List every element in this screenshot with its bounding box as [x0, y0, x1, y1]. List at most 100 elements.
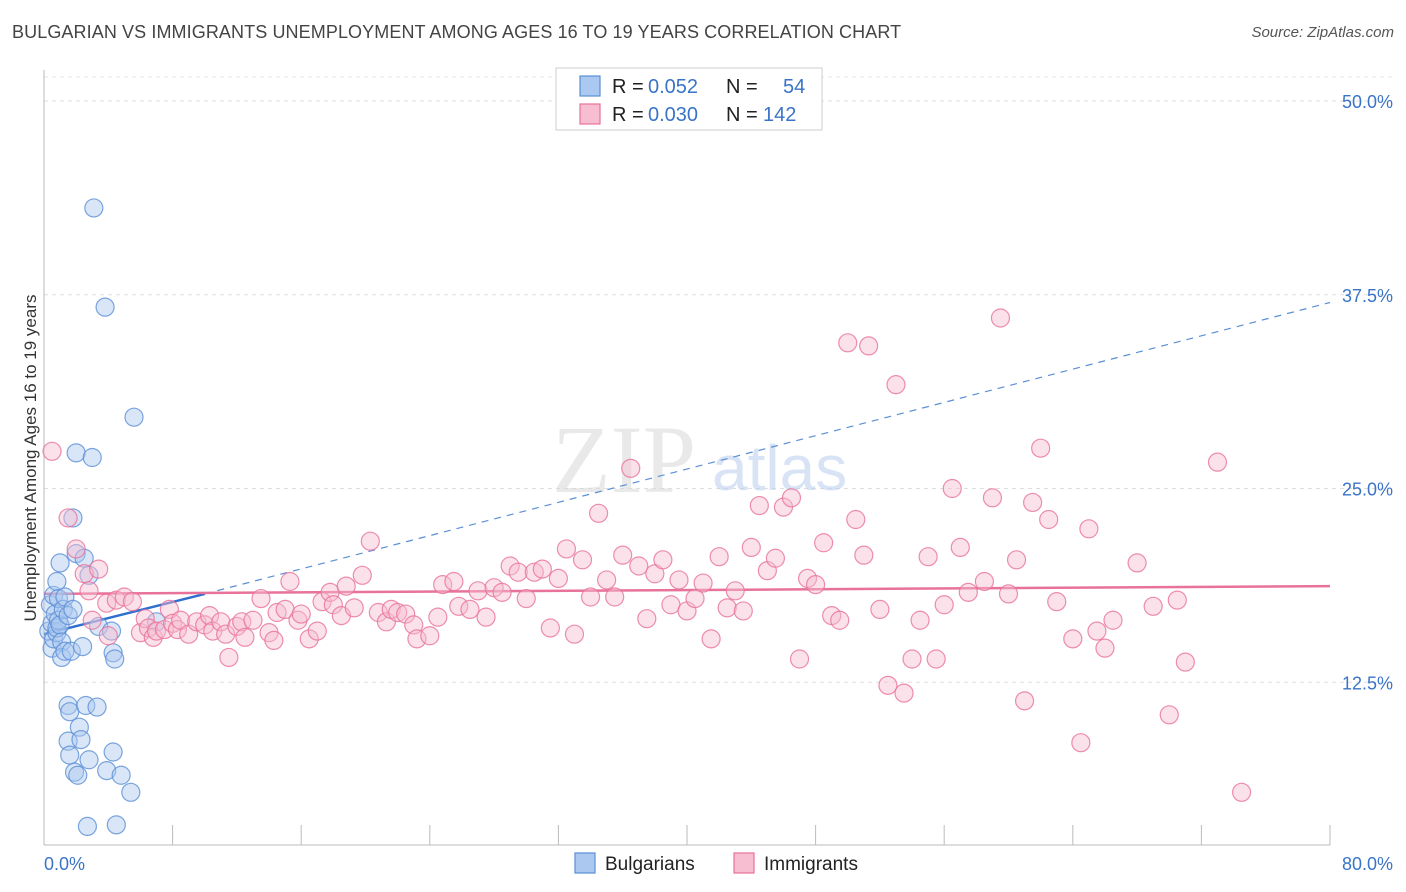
- point-immigrants: [1175, 652, 1195, 672]
- point-immigrants: [854, 545, 874, 565]
- point-immigrants: [605, 587, 625, 607]
- watermark-zip: ZIP: [552, 406, 696, 513]
- point-immigrants: [1231, 782, 1252, 802]
- point-immigrants: [789, 649, 810, 669]
- point-immigrants: [396, 604, 416, 624]
- point-immigrants: [146, 621, 167, 641]
- point-immigrants: [621, 458, 641, 478]
- point-immigrants: [1006, 550, 1027, 570]
- point-immigrants: [725, 581, 745, 601]
- point-immigrants: [982, 488, 1003, 508]
- point-immigrants: [360, 531, 380, 551]
- legend-swatch-immigrants: [733, 852, 755, 874]
- point-immigrants: [701, 629, 721, 649]
- point-immigrants: [1014, 691, 1035, 711]
- point-immigrants: [79, 581, 99, 601]
- stats-n-label-immigrants: N =: [726, 104, 758, 126]
- point-immigrants: [433, 574, 453, 595]
- point-immigrants: [243, 610, 263, 630]
- stats-n-value-bulgarians: 54: [783, 76, 805, 98]
- point-immigrants: [1127, 553, 1147, 573]
- point-immigrants: [444, 571, 464, 592]
- point-bulgarians: [47, 623, 67, 643]
- point-bulgarians: [77, 816, 98, 837]
- point-immigrants: [629, 556, 649, 576]
- point-bulgarians: [106, 815, 126, 835]
- point-immigrants: [572, 550, 593, 570]
- x-tick-label-min: 0.0%: [44, 854, 85, 874]
- point-bulgarians: [124, 407, 144, 427]
- point-immigrants: [918, 547, 938, 567]
- point-immigrants: [1167, 590, 1187, 610]
- point-immigrants: [307, 621, 327, 641]
- point-immigrants: [950, 537, 970, 558]
- point-bulgarians: [84, 198, 104, 218]
- stats-n-value-immigrants: 142: [763, 104, 796, 126]
- point-bulgarians: [60, 745, 80, 765]
- y-tick-labels: 12.5% 25.0% 37.5% 50.0%: [1342, 92, 1393, 693]
- point-immigrants: [460, 599, 480, 620]
- point-immigrants: [42, 441, 62, 461]
- chart-title: BULGARIAN VS IMMIGRANTS UNEMPLOYMENT AMO…: [12, 22, 902, 42]
- point-immigrants: [661, 595, 681, 615]
- point-bulgarians: [55, 641, 75, 661]
- point-immigrants: [564, 624, 585, 644]
- point-immigrants: [492, 582, 512, 602]
- point-bulgarians: [87, 697, 107, 717]
- point-immigrants: [98, 626, 118, 646]
- point-immigrants: [66, 539, 86, 559]
- point-immigrants: [336, 576, 356, 596]
- point-bulgarians: [66, 443, 86, 463]
- point-immigrants: [219, 647, 239, 668]
- point-immigrants: [1071, 733, 1091, 753]
- point-immigrants: [934, 595, 954, 615]
- series-immigrants: [42, 308, 1252, 802]
- data-points: [39, 198, 1252, 837]
- point-immigrants: [82, 610, 102, 630]
- point-bulgarians: [63, 599, 83, 620]
- point-immigrants: [926, 649, 946, 669]
- point-immigrants: [613, 545, 633, 565]
- point-immigrants: [280, 571, 300, 592]
- point-immigrants: [870, 599, 890, 620]
- x-tick-labels: 0.0% 80.0%: [44, 854, 1393, 874]
- y-tick-label: 12.5%: [1342, 673, 1393, 693]
- point-immigrants: [958, 582, 978, 602]
- point-immigrants: [323, 595, 343, 615]
- trend-line-bulgarians: [43, 592, 206, 636]
- stats-swatch-immigrants: [579, 103, 601, 125]
- point-immigrants: [251, 588, 271, 609]
- point-bulgarians: [68, 765, 88, 785]
- point-immigrants: [653, 550, 673, 570]
- point-immigrants: [122, 592, 143, 612]
- point-immigrants: [532, 559, 552, 579]
- point-bulgarians: [48, 588, 69, 609]
- watermark-atlas: atlas: [712, 432, 847, 504]
- point-immigrants: [199, 605, 220, 626]
- point-immigrants: [476, 607, 496, 627]
- point-immigrants: [1031, 438, 1051, 458]
- point-immigrants: [749, 495, 769, 516]
- point-immigrants: [741, 537, 761, 558]
- stats-n-label-bulgarians: N =: [726, 76, 758, 98]
- point-bulgarians: [64, 762, 85, 782]
- point-immigrants: [998, 584, 1019, 604]
- point-immigrants: [299, 629, 319, 649]
- point-immigrants: [428, 607, 448, 627]
- y-tick-label: 50.0%: [1342, 92, 1393, 112]
- point-bulgarians: [72, 636, 93, 657]
- point-bulgarians: [50, 553, 70, 573]
- point-immigrants: [58, 508, 78, 528]
- point-bulgarians: [79, 750, 99, 770]
- point-immigrants: [420, 626, 440, 646]
- point-immigrants: [765, 548, 786, 568]
- watermark: ZIP atlas: [552, 406, 847, 513]
- point-immigrants: [693, 573, 713, 593]
- trend-lines: [43, 301, 1331, 636]
- point-immigrants: [1103, 610, 1123, 630]
- point-immigrants: [733, 601, 753, 621]
- trend-line-immigrants: [43, 584, 1331, 596]
- point-immigrants: [388, 602, 408, 623]
- point-immigrants: [685, 588, 705, 609]
